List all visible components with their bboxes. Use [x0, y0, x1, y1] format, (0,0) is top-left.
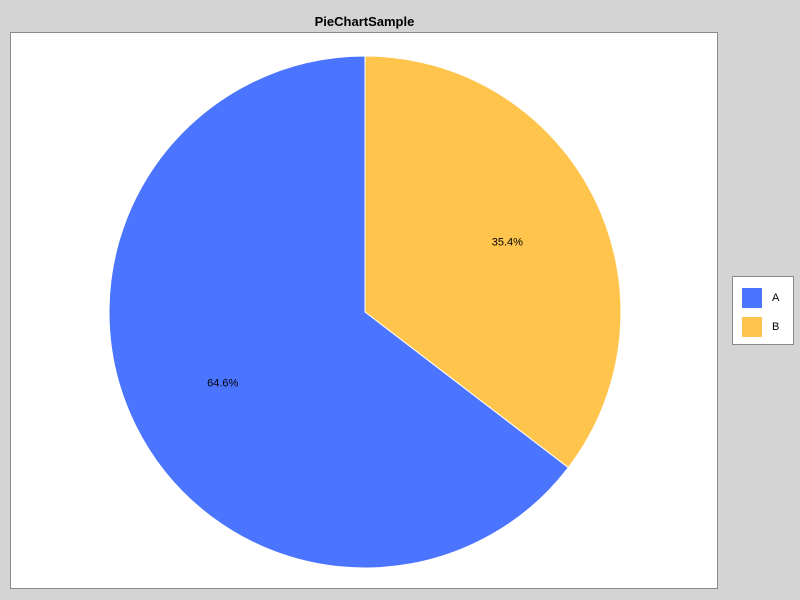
legend-label-a: A	[772, 292, 780, 304]
legend-label-b: B	[772, 321, 780, 333]
pie-slice-a	[108, 55, 569, 569]
legend-item-a: A	[742, 288, 779, 308]
legend: A B	[732, 276, 794, 345]
pie-label-b: 35.4%	[492, 237, 523, 249]
plot-area: 35.4% 64.6%	[10, 32, 718, 589]
legend-item-b: B	[742, 317, 779, 337]
chart-title: PieChartSample	[314, 14, 415, 29]
pie-chart: 35.4% 64.6%	[108, 55, 622, 569]
legend-swatch-a	[742, 288, 762, 308]
legend-swatch-b	[742, 317, 762, 337]
pie-label-a: 64.6%	[207, 377, 238, 389]
pie-slice-b	[364, 55, 622, 469]
